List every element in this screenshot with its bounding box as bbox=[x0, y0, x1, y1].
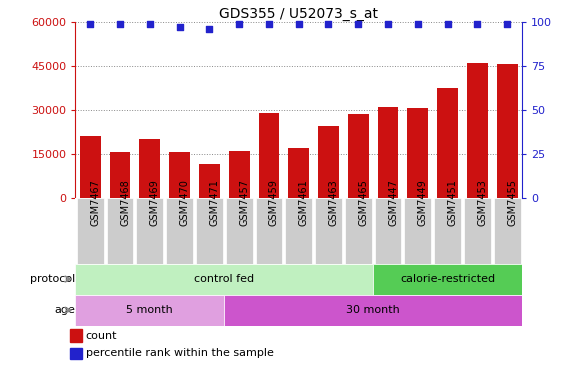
Point bbox=[234, 21, 244, 27]
Bar bbox=[136, 198, 163, 264]
Bar bbox=[373, 264, 522, 295]
Bar bbox=[110, 152, 130, 198]
Bar bbox=[288, 148, 309, 198]
Text: calorie-restricted: calorie-restricted bbox=[400, 274, 495, 284]
Point bbox=[443, 21, 452, 27]
Bar bbox=[139, 139, 160, 198]
Bar bbox=[437, 88, 458, 198]
Bar bbox=[229, 151, 249, 198]
Bar bbox=[196, 198, 223, 264]
Bar bbox=[434, 198, 461, 264]
Bar bbox=[107, 198, 133, 264]
Bar bbox=[80, 136, 101, 198]
Text: GSM7457: GSM7457 bbox=[239, 179, 249, 227]
Point bbox=[354, 21, 363, 27]
Point bbox=[383, 21, 393, 27]
Point bbox=[145, 21, 154, 27]
Bar bbox=[226, 198, 252, 264]
Bar bbox=[75, 264, 373, 295]
Text: GSM7447: GSM7447 bbox=[388, 179, 398, 226]
Point bbox=[86, 21, 95, 27]
Bar bbox=[494, 198, 520, 264]
Text: GSM7459: GSM7459 bbox=[269, 179, 279, 226]
Text: GSM7468: GSM7468 bbox=[120, 180, 130, 226]
Text: GSM7461: GSM7461 bbox=[299, 180, 309, 226]
Bar bbox=[348, 114, 369, 198]
Bar bbox=[224, 295, 522, 326]
Bar bbox=[467, 63, 488, 198]
Text: GSM7455: GSM7455 bbox=[507, 179, 517, 227]
Text: GSM7451: GSM7451 bbox=[448, 179, 458, 226]
Bar bbox=[496, 64, 517, 198]
Bar bbox=[166, 198, 193, 264]
Bar bbox=[315, 198, 342, 264]
Text: GSM7463: GSM7463 bbox=[328, 180, 339, 226]
Bar bbox=[407, 108, 428, 198]
Point bbox=[502, 21, 512, 27]
Bar bbox=[378, 107, 398, 198]
Text: count: count bbox=[86, 331, 117, 341]
Text: GSM7470: GSM7470 bbox=[180, 179, 190, 226]
Point bbox=[473, 21, 482, 27]
Bar bbox=[70, 329, 82, 342]
Text: GSM7471: GSM7471 bbox=[209, 179, 219, 226]
Bar bbox=[345, 198, 372, 264]
Text: protocol: protocol bbox=[30, 274, 75, 284]
Point bbox=[294, 21, 303, 27]
Point bbox=[115, 21, 125, 27]
Bar bbox=[285, 198, 312, 264]
Point bbox=[175, 24, 184, 30]
Bar bbox=[464, 198, 491, 264]
Bar bbox=[77, 198, 104, 264]
Point bbox=[205, 26, 214, 32]
Text: age: age bbox=[55, 305, 75, 315]
Bar bbox=[256, 198, 282, 264]
Text: GSM7465: GSM7465 bbox=[358, 179, 368, 226]
Bar bbox=[75, 295, 224, 326]
Text: GSM7469: GSM7469 bbox=[150, 180, 160, 226]
Point bbox=[413, 21, 422, 27]
Bar bbox=[70, 348, 82, 359]
Bar bbox=[404, 198, 431, 264]
Text: percentile rank within the sample: percentile rank within the sample bbox=[86, 348, 274, 358]
Bar bbox=[318, 126, 339, 198]
Bar bbox=[259, 113, 280, 198]
Point bbox=[264, 21, 274, 27]
Text: control fed: control fed bbox=[194, 274, 254, 284]
Bar bbox=[375, 198, 401, 264]
Bar bbox=[169, 152, 190, 198]
Bar bbox=[199, 164, 220, 198]
Text: GSM7453: GSM7453 bbox=[477, 179, 487, 226]
Title: GDS355 / U52073_s_at: GDS355 / U52073_s_at bbox=[219, 7, 378, 21]
Text: 5 month: 5 month bbox=[126, 305, 173, 315]
Text: 30 month: 30 month bbox=[346, 305, 400, 315]
Point bbox=[324, 21, 333, 27]
Text: GSM7449: GSM7449 bbox=[418, 180, 428, 226]
Text: GSM7467: GSM7467 bbox=[90, 179, 100, 226]
